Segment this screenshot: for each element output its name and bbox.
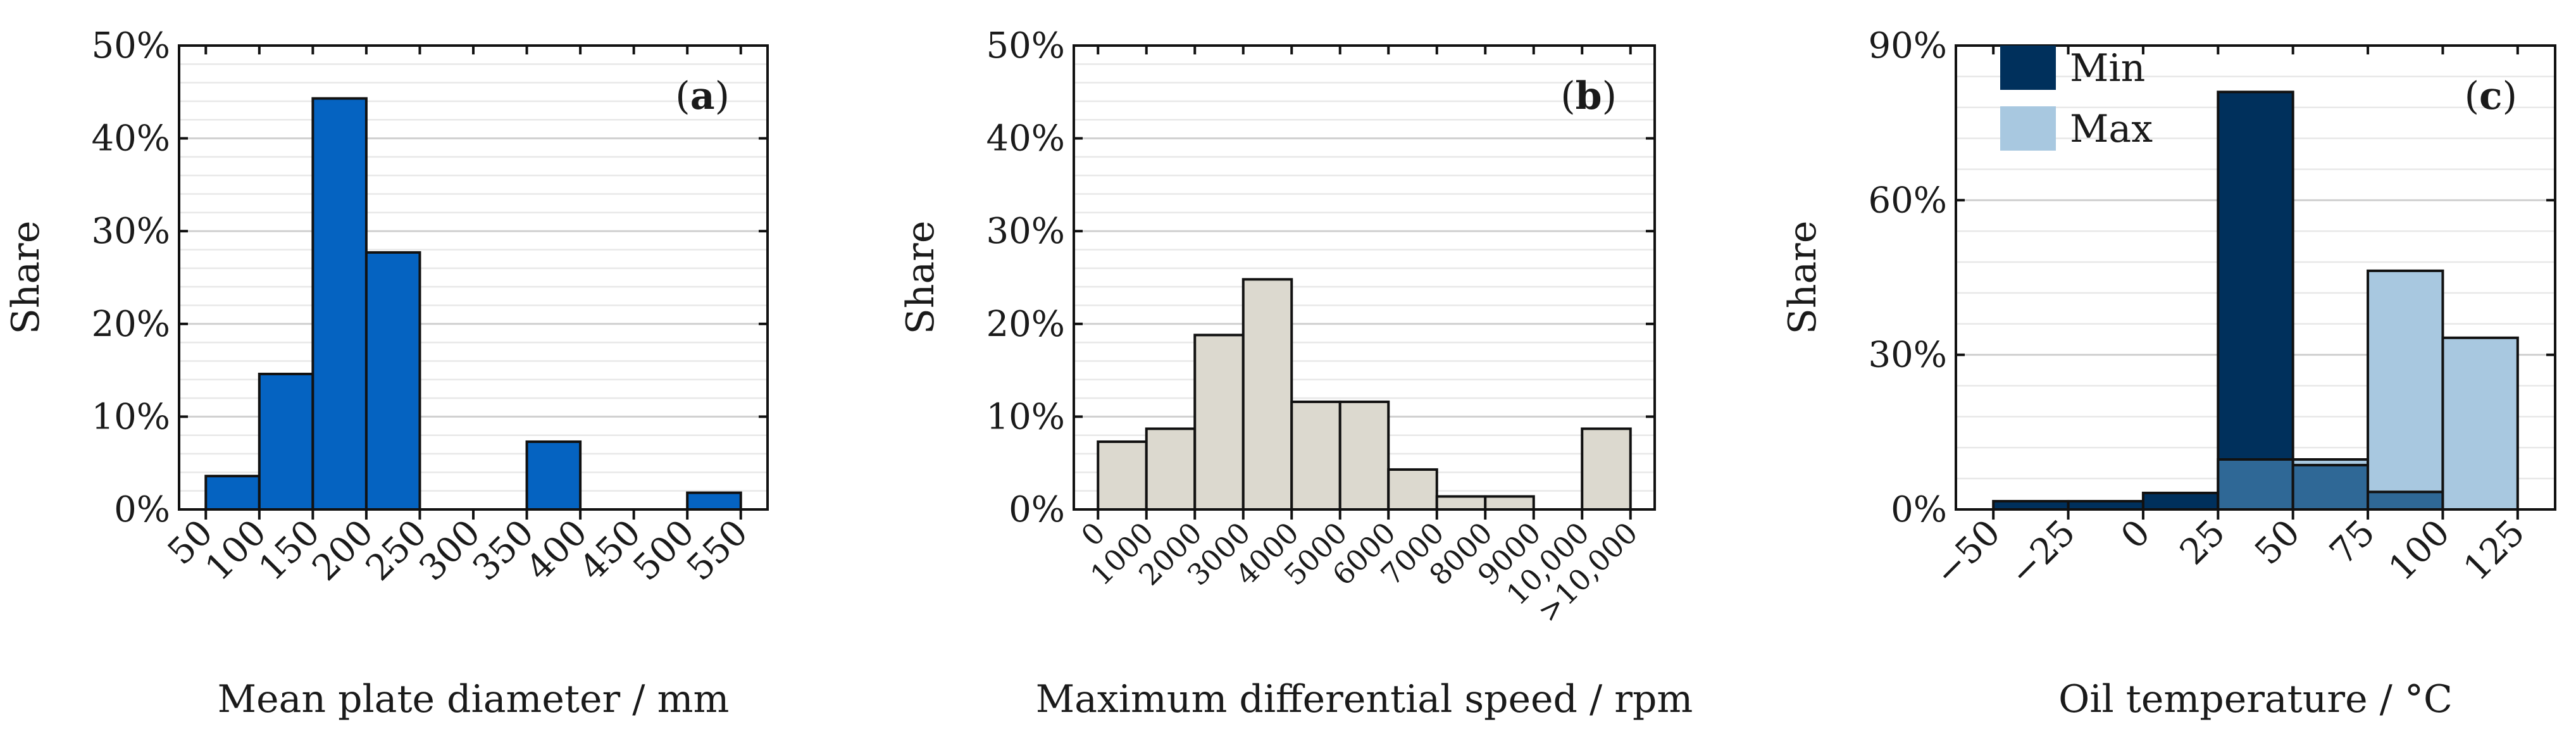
y-tick-label: 20%	[986, 304, 1065, 345]
bar-max-100	[2441, 336, 2519, 511]
panel-c-label-letter: c	[2479, 74, 2503, 118]
panel-b-bars	[1097, 278, 1632, 511]
bar-overlap-75	[2367, 490, 2444, 511]
y-tick-label: 0%	[114, 489, 170, 530]
panel-c-y-axis-label: Share	[1781, 221, 1825, 335]
y-tick-label: 0%	[1009, 489, 1065, 530]
y-tick-label: 60%	[1869, 180, 1947, 221]
y-tick-label: 30%	[986, 211, 1065, 252]
bar-overlap-50	[2291, 463, 2370, 511]
bar-b-10	[1581, 427, 1632, 511]
bar-b-5	[1338, 400, 1390, 511]
y-tick-label: 50%	[986, 25, 1065, 66]
panel-c-x-axis-label: Oil temperature / °C	[2058, 677, 2453, 721]
panel-b-x-ticks: 010002000300040005000600070008000900010,…	[1074, 46, 1645, 629]
panel-a-chart: 0%10%20%30%40%50% 5010015020025030035040…	[4, 25, 769, 721]
x-tick-label: 125	[2456, 512, 2533, 589]
bar-a-100	[258, 372, 314, 511]
legend-max-swatch	[2000, 106, 2056, 151]
bar-b-6	[1387, 468, 1438, 511]
bar-b-2	[1193, 334, 1245, 511]
x-tick-label: 50	[2247, 512, 2308, 573]
panel-b-chart: 0% 10% 20% 30% 40% 50% 0100020003000400050006…	[899, 25, 1693, 721]
legend-min-swatch	[2000, 46, 2056, 90]
panel-a-y-axis-label: Share	[4, 221, 48, 335]
panel-c-label: (c)	[2465, 74, 2517, 118]
bar-min-0	[2141, 491, 2220, 511]
bar-a-350	[525, 440, 582, 511]
x-tick-label: 0	[2113, 512, 2158, 557]
panel-b-label: (b)	[1560, 74, 1617, 118]
bar-a-50	[204, 475, 261, 511]
x-tick-label: 75	[2322, 512, 2383, 573]
y-tick-label: 50%	[92, 25, 170, 66]
bar-max-75	[2367, 269, 2444, 511]
panel-b-y-ticks: 0% 10% 20% 30% 40% 50%	[986, 25, 1655, 530]
bar-b-7	[1435, 495, 1487, 511]
panel-a-bars	[204, 97, 742, 511]
y-tick-label: 10%	[986, 396, 1065, 437]
x-tick-label: 550	[679, 512, 756, 589]
bar-b-4	[1290, 400, 1341, 511]
panel-a-label-letter: a	[690, 74, 715, 118]
panel-c-y-ticks: 0% 30% 60% 90%	[1869, 25, 2555, 530]
y-tick-label: 0%	[1891, 489, 1947, 530]
panel-a-x-axis-label: Mean plate diameter / mm	[218, 677, 730, 721]
panel-b-label-letter: b	[1576, 74, 1602, 118]
y-tick-label: 30%	[92, 211, 170, 252]
panel-b-gridlines	[1074, 63, 1655, 492]
panel-a-y-ticks: 0% 10% 20% 30% 40% 50%	[92, 25, 768, 530]
legend-max-label: Max	[2070, 107, 2153, 151]
y-tick-label: 20%	[92, 304, 170, 345]
y-tick-label: 30%	[1869, 335, 1947, 376]
x-tick-label: −25	[2001, 512, 2084, 594]
panel-c-legend: Min Max	[2000, 46, 2153, 151]
y-tick-label: 10%	[92, 396, 170, 437]
bar-b-1	[1145, 427, 1197, 511]
bar-b-3	[1241, 278, 1293, 511]
bar-min-25	[2217, 90, 2294, 511]
panel-c-bars	[1992, 90, 2519, 511]
bar-b-0	[1097, 440, 1148, 511]
bar-a-500	[686, 491, 742, 511]
panel-a-label: (a)	[675, 74, 730, 118]
panel-b-y-axis-label: Share	[899, 221, 943, 335]
panel-b-axes-frame	[1073, 44, 1656, 511]
panel-b-x-axis-label: Maximum differential speed / rpm	[1036, 677, 1693, 721]
panel-c-axes-frame	[1955, 44, 2556, 511]
legend-min-label: Min	[2070, 46, 2145, 90]
y-tick-label: 40%	[92, 118, 170, 159]
bar-a-150	[311, 97, 368, 511]
bar-a-200	[364, 251, 421, 511]
bar-b-8	[1484, 495, 1535, 511]
bar-overlap-25	[2217, 458, 2294, 511]
x-tick-label: 25	[2172, 512, 2233, 573]
y-tick-label: 40%	[986, 118, 1065, 159]
x-tick-label: 100	[2381, 512, 2458, 589]
y-tick-label: 90%	[1869, 25, 1947, 66]
